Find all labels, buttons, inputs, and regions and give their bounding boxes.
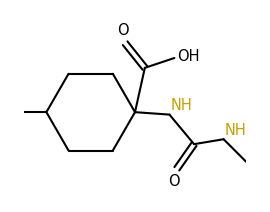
Text: O: O — [117, 23, 129, 38]
Text: NH: NH — [225, 123, 247, 138]
Text: OH: OH — [177, 49, 199, 64]
Text: NH: NH — [171, 98, 193, 113]
Text: O: O — [168, 174, 180, 189]
